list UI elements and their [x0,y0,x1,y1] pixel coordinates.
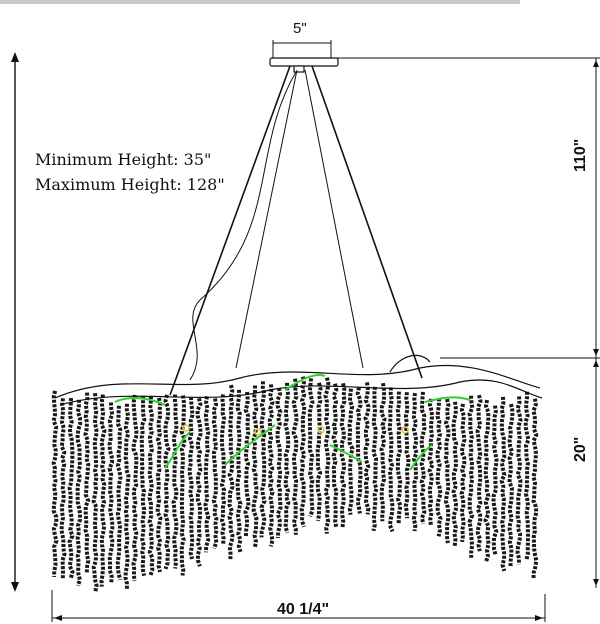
crystal-strand [91,393,99,592]
crystal-strand [379,382,387,522]
crystal-strand [475,394,483,552]
crystal-strand [339,382,347,528]
crystal-strand [139,395,147,577]
crystal-strand [259,381,267,538]
suspension-cables [169,65,423,396]
crystal-strand [483,399,491,563]
crystal-strand [451,401,459,547]
crystal-strand [459,403,467,543]
crystal-strand [179,395,187,576]
arrowheads [11,52,599,621]
crystal-strand [507,403,515,567]
crystal-strand [147,396,155,577]
canopy-width-label: 5" [293,20,307,37]
crystal-strand [355,386,363,514]
crystal-strand [347,388,355,515]
crystal-strand [387,387,395,533]
crystal-strand [267,384,275,547]
crystal-strand [115,405,123,581]
crystal-strand [99,394,107,587]
crystal-strand [75,399,83,587]
crystal-strand [443,398,451,544]
dimension-lines [51,40,600,622]
crystal-strand [243,391,251,537]
crystal-strand [531,398,539,579]
crystal-strand [235,389,243,553]
crystal-strand [59,398,67,579]
crystal-strand [299,376,307,528]
crystal-strand [131,394,139,582]
accent-joints [182,424,409,436]
highlight-strokes [114,374,471,471]
crystal-strand [395,391,403,524]
crystal-strand [291,378,299,535]
crystal-strand [307,378,315,518]
crystal-strand [163,394,171,570]
crystal-strand [515,396,523,565]
crystal-strand [107,402,115,583]
crystal-strand [315,382,323,522]
crystal-strand [523,391,531,561]
crystal-strand [227,384,235,560]
crystal-strand [499,396,507,572]
crystal-strand [211,398,219,550]
crystal-strand [371,386,379,532]
crystal-strand [155,397,163,573]
crystal-strand [219,394,227,545]
crystal-strand [491,405,499,557]
crystal-strand [187,396,195,560]
crystal-strand [195,397,203,567]
crystal-strand [251,385,259,548]
crystal-strand [331,383,339,529]
crystal-strand [203,396,211,553]
crystal-strand [67,397,75,579]
crystal-strand [123,403,131,590]
crystal-strand [403,391,411,519]
crystal-strand [467,395,475,558]
overall-width-label: 40 1/4" [277,601,330,618]
crystal-strand [83,392,91,573]
body-height-label: 20" [572,436,589,462]
top-divider [0,0,520,4]
crystal-strand [51,390,59,577]
canopy [269,57,339,73]
crystal-strand [283,382,291,534]
drop-height-label: 110" [572,138,589,172]
frame-loops [54,354,543,406]
crystal-strand [363,382,371,515]
crystal-strand [323,377,331,534]
crystal-strands [51,376,539,592]
crystal-strand [435,398,443,537]
maximum-height-label: Maximum Height: 128" [35,175,225,194]
crystal-strand [411,392,419,532]
crystal-strand [275,387,283,539]
crystal-strand [419,391,427,525]
minimum-height-label: Minimum Height: 35" [35,150,212,169]
crystal-strand [427,398,435,526]
crystal-strand [171,394,179,569]
